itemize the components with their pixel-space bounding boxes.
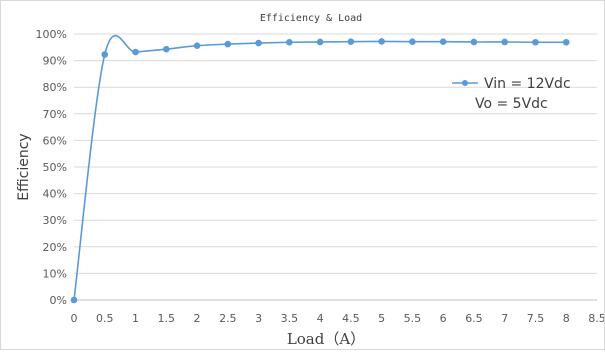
data-point [132, 48, 139, 56]
x-tick-label: 5.5 [404, 312, 422, 325]
chart-title: Efficiency & Load [260, 13, 362, 24]
data-point [316, 38, 324, 46]
legend-second-line: Vo = 5Vdc [475, 96, 548, 112]
x-tick-label: 0 [71, 312, 78, 325]
x-tick-label: 2.5 [219, 312, 237, 325]
x-tick-label: 7 [501, 312, 508, 325]
legend: Vin = 12Vdc Vo = 5Vdc [452, 76, 571, 112]
data-point [532, 38, 539, 46]
x-tick-label: 4 [317, 312, 324, 325]
y-tick-label: 50% [43, 161, 67, 174]
data-point [255, 39, 262, 47]
data-point [70, 296, 78, 304]
x-tick-label: 4.5 [342, 312, 360, 325]
y-tick-label: 60% [43, 134, 67, 147]
y-tick-label: 0% [50, 294, 67, 307]
data-point [501, 38, 509, 46]
y-tick-label: 30% [43, 214, 67, 227]
x-tick-label: 1 [132, 312, 139, 325]
x-tick-label: 8 [563, 312, 570, 325]
x-tick-label: 3 [255, 312, 262, 325]
data-point [193, 42, 201, 50]
x-tick-label: 5 [378, 312, 385, 325]
y-tick-labels: 0% 10% 20% 30% 40% 50% 60% 70% 80% 90% 100% [36, 28, 67, 307]
data-point [347, 38, 355, 46]
x-tick-label: 7.5 [527, 312, 545, 325]
x-tick-label: 6 [440, 312, 447, 325]
data-point [378, 38, 385, 45]
y-axis-label: Efficiency [16, 133, 32, 200]
x-tick-label: 6.5 [465, 312, 483, 325]
legend-dot-marker [462, 80, 468, 86]
data-point [286, 38, 293, 46]
y-tick-label: 80% [43, 81, 67, 94]
data-point [409, 38, 416, 46]
y-tick-label: 100% [36, 28, 67, 41]
x-tick-label: 8.5 [588, 312, 604, 325]
data-point [562, 38, 570, 46]
y-tick-label: 90% [43, 55, 67, 68]
data-point [162, 45, 170, 53]
y-tick-label: 40% [43, 188, 67, 201]
data-point [101, 51, 109, 58]
x-axis-label: Load（A） [287, 330, 365, 348]
data-point [224, 40, 232, 48]
y-tick-label: 70% [43, 108, 67, 121]
gridlines [74, 33, 597, 274]
x-tick-labels: 0 0.5 1 1.5 2 2.5 3 3.5 4 4.5 5 5.5 6 6.5 7 7.5 8 8.5 [71, 312, 605, 325]
y-tick-label: 20% [43, 241, 67, 254]
y-tick-label: 10% [43, 267, 67, 280]
series-layer [70, 35, 570, 304]
x-tick-label: 1.5 [158, 312, 176, 325]
x-tick-label: 0.5 [96, 312, 114, 325]
data-point [439, 38, 447, 46]
data-point [470, 38, 478, 46]
x-tick-label: 2 [194, 312, 201, 325]
x-tick-label: 3.5 [281, 312, 299, 325]
legend-series-label: Vin = 12Vdc [484, 76, 571, 92]
efficiency-load-chart: Efficiency & Load 0%10%20%30%40%50%60%70… [16, 13, 605, 348]
